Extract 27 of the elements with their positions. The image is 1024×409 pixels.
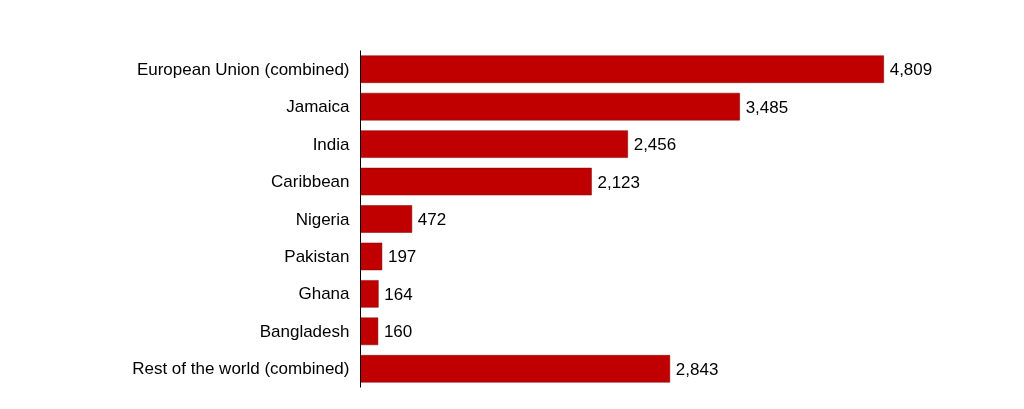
bar bbox=[360, 317, 379, 346]
bar bbox=[360, 355, 671, 383]
y-tick-label: Pakistan bbox=[284, 246, 350, 266]
data-label: 3,485 bbox=[745, 97, 789, 117]
y-tick-label: Caribbean bbox=[271, 172, 350, 192]
bar bbox=[360, 167, 592, 196]
y-tick-label: Rest of the world (combined) bbox=[132, 359, 350, 379]
data-label: 472 bbox=[417, 210, 447, 229]
bar bbox=[360, 55, 884, 83]
bar bbox=[360, 92, 740, 121]
bar bbox=[360, 242, 383, 271]
y-tick-label: Ghana bbox=[298, 284, 351, 304]
data-label: 197 bbox=[387, 247, 417, 267]
y-tick-label: Bangladesh bbox=[259, 321, 350, 341]
data-label: 4,809 bbox=[889, 60, 933, 80]
data-label: 2,843 bbox=[675, 359, 719, 379]
bar bbox=[360, 205, 413, 233]
data-label: 2,456 bbox=[633, 135, 677, 155]
bar bbox=[360, 280, 379, 308]
data-label: 164 bbox=[384, 284, 413, 304]
y-tick-label: Jamaica bbox=[286, 97, 351, 117]
bar bbox=[360, 130, 628, 158]
data-label: 160 bbox=[383, 322, 413, 342]
data-label: 2,123 bbox=[597, 172, 641, 192]
y-tick-label: European Union (combined) bbox=[136, 59, 350, 79]
y-tick-label: Nigeria bbox=[295, 209, 351, 229]
y-tick-label: India bbox=[312, 134, 351, 154]
